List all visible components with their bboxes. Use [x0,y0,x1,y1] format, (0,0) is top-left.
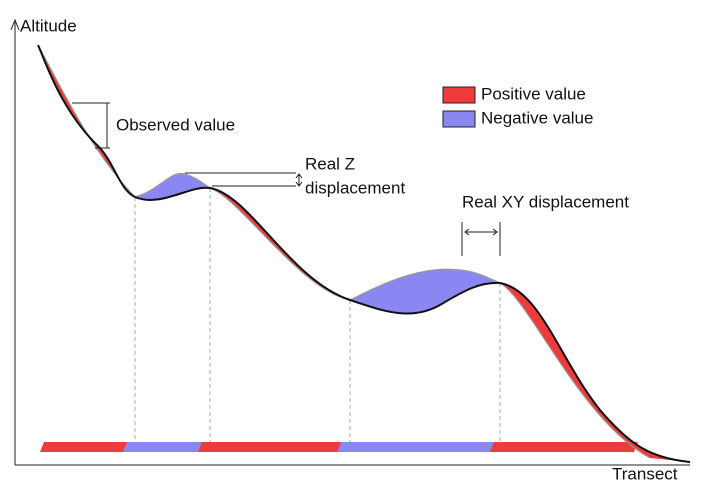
legend-swatch [442,86,476,104]
bar-negative [337,442,500,452]
annotation-arrow [295,173,303,187]
bar-positive [490,442,638,452]
legend-label: Positive value [481,84,586,103]
annotation-arrow [464,228,498,236]
x-axis-label: Transect [612,464,678,483]
y-axis-label: Altitude [20,16,77,35]
legend-swatch [442,110,476,128]
real-z-label: Real Z [305,154,355,173]
observed-label: Observed value [116,115,235,134]
bar-negative [123,442,210,452]
observed-profile [37,44,691,463]
legend-label: Negative value [481,108,593,127]
bar-positive [40,442,131,452]
displaced-profile [37,44,651,459]
bar-positive [198,442,350,452]
real-z-label: displacement [305,178,405,197]
y-axis-arrow [10,18,20,31]
real-xy-label: Real XY displacement [462,192,629,211]
